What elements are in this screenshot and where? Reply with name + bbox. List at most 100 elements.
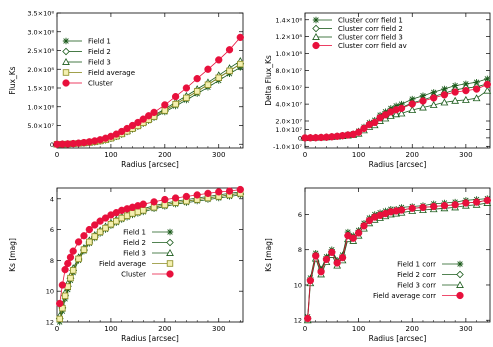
series-line bbox=[307, 199, 488, 319]
y-tick-label: 6 bbox=[298, 211, 302, 219]
y-tick-label: 0 bbox=[50, 141, 54, 149]
legend-label: Cluster corr field 1 bbox=[338, 17, 403, 25]
data-point bbox=[409, 95, 416, 103]
legend-label: Field 2 bbox=[123, 239, 146, 247]
legend-label: Field 2 corr bbox=[397, 271, 436, 279]
data-point bbox=[204, 65, 212, 73]
legend-marker bbox=[166, 238, 174, 247]
legend-label: Cluster corr field 3 bbox=[338, 34, 403, 42]
legend-marker bbox=[456, 280, 464, 288]
data-point bbox=[360, 222, 368, 230]
y-tick-label: 4.0×10⁷ bbox=[275, 101, 302, 109]
legend-marker bbox=[312, 41, 320, 50]
data-point bbox=[66, 253, 75, 261]
y-tick-label: 3.0×10⁸ bbox=[27, 28, 54, 36]
data-point bbox=[91, 221, 99, 229]
y-tick-label: 8.0×10⁷ bbox=[275, 67, 302, 75]
series-line bbox=[56, 37, 241, 145]
y-tick-label: 6 bbox=[50, 226, 54, 234]
data-point bbox=[204, 81, 212, 88]
data-point bbox=[371, 118, 379, 127]
x-tick-label: 0 bbox=[303, 325, 307, 333]
data-point bbox=[134, 118, 142, 127]
legend-marker bbox=[62, 37, 70, 45]
y-tick-label: 10 bbox=[294, 281, 302, 289]
data-point bbox=[397, 206, 406, 214]
data-point bbox=[96, 228, 104, 236]
data-point bbox=[215, 74, 222, 81]
data-point bbox=[451, 96, 460, 104]
y-axis-title: Flux_Ks bbox=[8, 66, 17, 94]
data-point bbox=[354, 128, 363, 136]
y-tick-label: 2.0×10⁸ bbox=[27, 66, 54, 74]
data-point bbox=[360, 124, 368, 133]
data-point bbox=[472, 94, 481, 102]
data-point bbox=[365, 216, 373, 225]
legend-marker bbox=[166, 260, 174, 267]
data-point bbox=[74, 238, 83, 246]
data-point bbox=[419, 103, 427, 111]
data-point bbox=[193, 191, 201, 199]
data-point bbox=[193, 88, 201, 95]
y-axis-title: Delta Flux_Ks bbox=[264, 55, 273, 106]
data-point bbox=[419, 92, 427, 99]
plot-frame bbox=[304, 12, 491, 149]
legend-marker bbox=[62, 47, 70, 56]
legend-marker bbox=[166, 228, 174, 236]
series-3 bbox=[53, 56, 245, 148]
data-point bbox=[322, 255, 331, 264]
y-tick-label: 3.5×10⁸ bbox=[27, 10, 54, 18]
data-point bbox=[304, 314, 312, 323]
data-point bbox=[85, 225, 93, 234]
legend: Field 1 corr Field 2 corr Field 3 corr Fiel… bbox=[373, 261, 464, 300]
data-point bbox=[397, 104, 406, 112]
data-point bbox=[451, 82, 459, 89]
legend-label: Cluster corr field av bbox=[338, 42, 407, 50]
legend: Field 1 Field 2 Field 3 Field average Cluste… bbox=[62, 37, 135, 88]
data-point bbox=[118, 214, 125, 222]
data-point bbox=[139, 200, 147, 208]
data-point bbox=[193, 74, 201, 83]
data-point bbox=[134, 208, 142, 216]
y-tick-label: 2.5×10⁸ bbox=[27, 47, 54, 55]
y-tick-label: 1.2×10⁸ bbox=[275, 33, 302, 41]
data-point bbox=[472, 85, 481, 93]
data-point bbox=[145, 112, 153, 120]
data-point bbox=[69, 267, 77, 274]
data-point bbox=[451, 88, 459, 96]
series-line bbox=[56, 60, 241, 145]
data-point bbox=[107, 220, 115, 228]
x-tick-label: 300 bbox=[459, 151, 472, 159]
series-4 bbox=[304, 196, 491, 323]
data-point bbox=[80, 246, 88, 253]
data-point bbox=[161, 107, 169, 114]
data-point bbox=[183, 94, 190, 102]
data-point bbox=[161, 195, 169, 204]
data-point bbox=[419, 97, 427, 105]
y-tick-label: 8 bbox=[298, 246, 302, 254]
y-tick-label: -1.0×10⁷ bbox=[273, 143, 302, 151]
chart-panel-2: 0 100 200 300-1.0×10⁷01.0×10⁷2.0×10⁷4.0×10⁷… bbox=[264, 12, 492, 169]
legend-marker bbox=[312, 16, 320, 24]
data-point bbox=[69, 247, 77, 255]
data-point bbox=[349, 234, 357, 242]
x-tick-label: 200 bbox=[406, 151, 419, 159]
legend-marker bbox=[312, 24, 320, 33]
data-point bbox=[139, 115, 147, 123]
plot-frame bbox=[56, 187, 244, 323]
data-point bbox=[333, 259, 341, 267]
y-tick-label: 5.0×10⁷ bbox=[27, 122, 54, 130]
data-point bbox=[64, 259, 72, 268]
legend-label: Field average bbox=[99, 260, 146, 268]
legend-label: Field 1 bbox=[123, 229, 146, 237]
legend-marker bbox=[456, 291, 464, 300]
data-point bbox=[328, 248, 336, 257]
data-point bbox=[86, 238, 93, 246]
x-tick-label: 300 bbox=[459, 325, 472, 333]
legend-label: Field 1 bbox=[88, 38, 111, 46]
data-point bbox=[354, 229, 363, 237]
data-point bbox=[172, 100, 179, 108]
data-point bbox=[225, 187, 234, 195]
data-point bbox=[462, 86, 470, 95]
